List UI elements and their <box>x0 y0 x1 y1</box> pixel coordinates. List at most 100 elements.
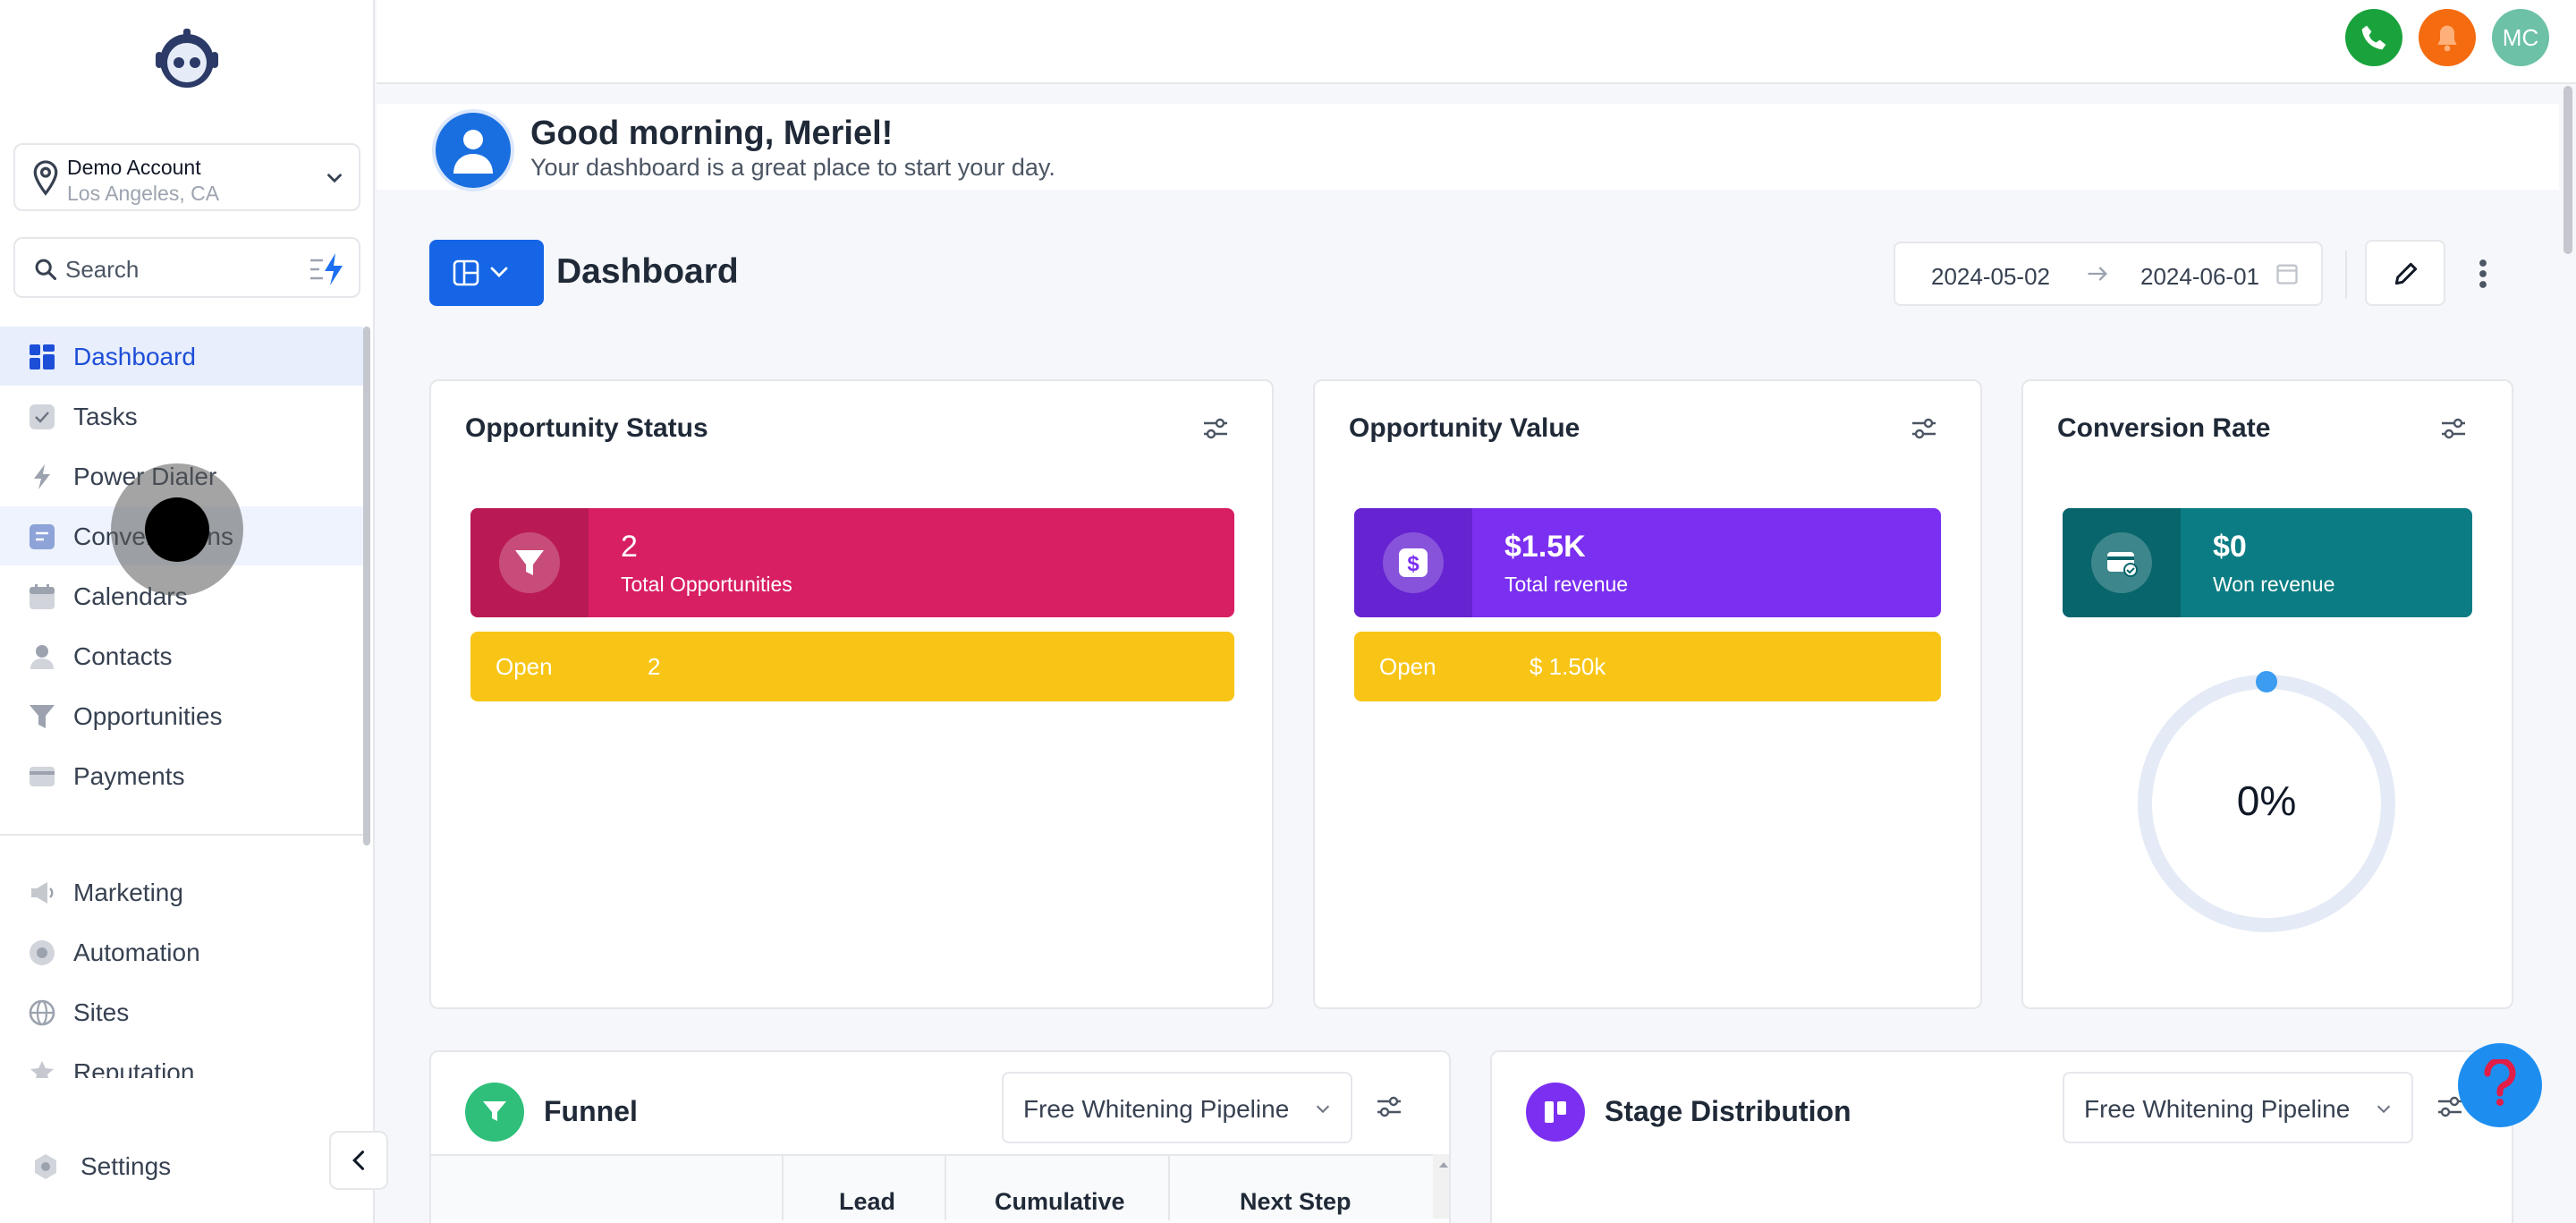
account-location: Los Angeles, CA <box>67 182 220 205</box>
sidebar-item-label: Reputation <box>73 1058 195 1078</box>
location-pin-icon <box>33 160 58 196</box>
stat-caption: Won revenue <box>2213 573 2335 596</box>
search-placeholder: Search <box>65 256 140 283</box>
more-options-icon[interactable] <box>2470 258 2496 290</box>
board-glyph <box>1545 1101 1566 1123</box>
sidebar-item-opportunities[interactable]: Opportunities <box>0 686 363 745</box>
pipeline-select[interactable]: Free Whitening Pipeline <box>1002 1072 1352 1143</box>
user-avatar[interactable]: MC <box>2492 9 2549 66</box>
quick-action-bolt-icon[interactable] <box>309 251 348 287</box>
bell-icon <box>2437 25 2457 52</box>
stat-icon-box <box>470 508 589 617</box>
sites-icon <box>29 999 55 1026</box>
column-header-lead: Lead <box>839 1188 896 1215</box>
dollar-icon: $ <box>1383 532 1444 593</box>
funnel-icon <box>499 532 560 593</box>
funnel-glyph <box>483 1101 506 1121</box>
page-scrollbar[interactable] <box>2563 86 2572 254</box>
svg-text:$: $ <box>1407 552 1419 576</box>
stat-caption: Total Opportunities <box>621 573 792 596</box>
date-range-picker[interactable]: 2024-05-02 2024-06-01 <box>1894 242 2323 306</box>
collapse-sidebar-button[interactable] <box>329 1131 388 1190</box>
funnel-glyph <box>515 550 544 575</box>
open-label: Open <box>496 653 553 680</box>
top-bar <box>377 0 2576 84</box>
calendar-icon <box>30 584 55 609</box>
dashboard-icon <box>30 344 55 369</box>
board-icon <box>1526 1083 1585 1142</box>
chevron-down-icon <box>327 174 342 183</box>
avatar <box>432 109 514 191</box>
user-icon <box>453 130 493 174</box>
opportunities-icon <box>30 705 55 728</box>
scroll-up-icon[interactable] <box>1433 1154 1451 1176</box>
stat-icon-box <box>2063 508 2181 617</box>
sidebar-item-sites[interactable]: Sites <box>0 982 363 1041</box>
pencil-icon <box>2394 262 2418 285</box>
total-revenue-stat: $ $1.5K Total revenue <box>1354 508 1941 617</box>
open-label: Open <box>1379 653 1436 680</box>
funnel-card: Funnel Free Whitening Pipeline Lead Cumu… <box>429 1050 1451 1223</box>
contacts-icon <box>30 645 54 669</box>
opportunity-value-card: Opportunity Value $ $1.5K Total revenue … <box>1313 379 1982 1009</box>
sidebar-item-automation[interactable]: Automation <box>0 922 363 981</box>
sidebar-item-contacts[interactable]: Contacts <box>0 626 363 685</box>
account-switcher[interactable]: Demo Account Los Angeles, CA <box>13 143 360 211</box>
stat-value: 2 <box>621 530 638 564</box>
robot-logo-icon[interactable] <box>154 25 220 91</box>
filter-settings-icon[interactable] <box>2440 417 2467 440</box>
sidebar-item-marketing[interactable]: Marketing <box>0 862 363 921</box>
open-revenue-bar[interactable]: Open $ 1.50k <box>1354 632 1941 701</box>
dashboard-switcher-button[interactable] <box>429 240 544 306</box>
phone-button[interactable] <box>2345 9 2402 66</box>
funnel-table-header: Lead Cumulative Next Step <box>431 1154 1449 1220</box>
stat-icon-box: $ <box>1354 508 1472 617</box>
sidebar-item-payments[interactable]: Payments <box>0 746 363 805</box>
gauge-ring <box>2138 671 2395 932</box>
sidebar-item-tasks[interactable]: Tasks <box>0 386 363 446</box>
filter-settings-icon[interactable] <box>1202 417 1229 440</box>
edit-dashboard-button[interactable] <box>2365 240 2445 306</box>
chevron-left-icon <box>352 1151 365 1170</box>
question-mark-icon <box>2484 1059 2516 1106</box>
card-title: Conversion Rate <box>2057 413 2271 443</box>
filter-settings-icon[interactable] <box>1376 1095 1402 1118</box>
sidebar-item-settings[interactable]: Settings <box>0 1136 363 1195</box>
card-title: Opportunity Status <box>465 413 708 443</box>
table-scrollbar[interactable] <box>1433 1154 1451 1219</box>
search-input[interactable]: Search <box>13 237 360 298</box>
notifications-button[interactable] <box>2419 9 2476 66</box>
column-divider <box>782 1156 784 1220</box>
stat-value: $0 <box>2213 530 2247 564</box>
filter-settings-icon[interactable] <box>1911 417 1937 440</box>
gauge-knob <box>2256 671 2277 692</box>
sidebar-item-label: Payments <box>73 762 185 790</box>
sidebar-item-dashboard[interactable]: Dashboard <box>0 327 363 386</box>
automation-icon <box>30 940 55 965</box>
conversion-rate-gauge: 0% <box>2132 669 2401 938</box>
reputation-icon <box>30 1061 54 1078</box>
toolbar-divider <box>2345 251 2347 299</box>
gear-icon <box>35 1154 56 1179</box>
layout-chevron-icon <box>453 259 508 286</box>
sidebar-scrollbar[interactable] <box>363 327 370 845</box>
payments-icon <box>30 767 55 786</box>
help-button[interactable] <box>2458 1043 2542 1127</box>
dollar-glyph: $ <box>1399 548 1428 577</box>
filter-settings-icon[interactable] <box>2436 1095 2463 1118</box>
account-name: Demo Account <box>67 156 201 179</box>
card-title: Stage Distribution <box>1605 1095 1852 1127</box>
pipeline-value: Free Whitening Pipeline <box>2084 1095 2351 1123</box>
sidebar-item-reputation[interactable]: Reputation <box>0 1042 363 1078</box>
cursor-indicator <box>111 463 243 596</box>
marketing-icon <box>31 882 54 904</box>
stat-caption: Total revenue <box>1504 573 1629 596</box>
funnel-icon <box>465 1083 524 1142</box>
sidebar-item-calendars[interactable]: Calendars <box>0 566 363 625</box>
column-divider <box>945 1156 946 1220</box>
sidebar-item-label: Dashboard <box>73 343 196 370</box>
open-opportunities-bar[interactable]: Open 2 <box>470 632 1234 701</box>
page-title: Dashboard <box>556 252 739 291</box>
pipeline-select[interactable]: Free Whitening Pipeline <box>2063 1072 2413 1143</box>
sidebar-item-label: Sites <box>73 998 130 1026</box>
